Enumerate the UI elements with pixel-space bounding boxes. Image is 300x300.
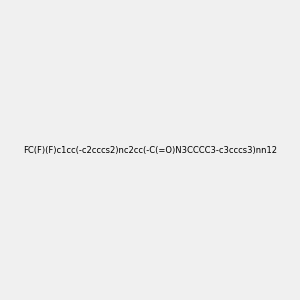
Text: FC(F)(F)c1cc(-c2cccs2)nc2cc(-C(=O)N3CCCC3-c3cccs3)nn12: FC(F)(F)c1cc(-c2cccs2)nc2cc(-C(=O)N3CCCC…	[23, 146, 277, 154]
